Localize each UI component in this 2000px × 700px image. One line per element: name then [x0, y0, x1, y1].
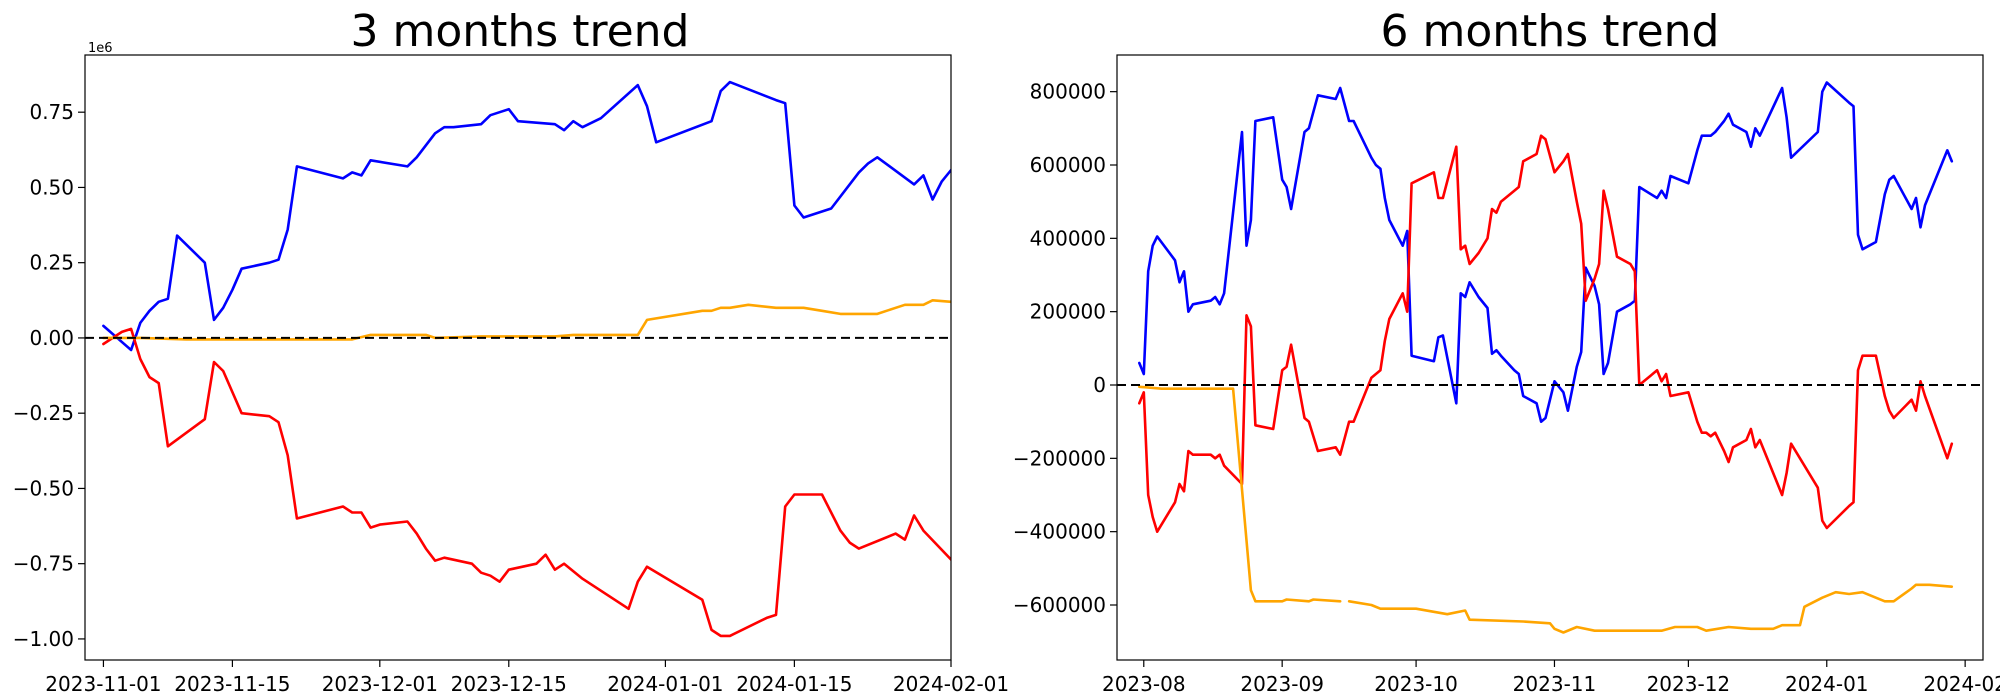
y-tick-label: 600000 [1030, 153, 1106, 177]
chart-3-months: 3 months trend 1e6 2023-11-01 2023-11-15 2… [13, 6, 1009, 696]
y-tick-label: 0.50 [29, 175, 74, 199]
axes-frame [84, 54, 952, 661]
x-tick-label: 2024-02 [1923, 672, 2000, 696]
y-tick-label: 400000 [1030, 226, 1106, 250]
series-line-1 [102, 80, 951, 352]
axis-ticks: 2023-11-01 2023-11-15 2023-12-01 2023-12-15… [13, 100, 1009, 696]
x-tick-label: 2024-01-01 [607, 672, 723, 696]
axes-frame [1116, 54, 1984, 661]
y-tick-label: 200000 [1030, 300, 1106, 324]
x-tick-label: 2023-11-15 [174, 672, 290, 696]
plot-area [1117, 81, 1983, 634]
y-offset-label: 1e6 [88, 41, 113, 56]
x-tick-label: 2024-02-01 [893, 672, 1009, 696]
y-tick-label: −1.00 [13, 627, 74, 651]
y-tick-label: 0.25 [29, 251, 74, 275]
y-tick-label: 0.75 [29, 100, 74, 124]
x-tick-label: 2023-08 [1102, 672, 1186, 696]
y-tick-label: −0.75 [13, 552, 74, 576]
series-line-3 [1138, 385, 1342, 603]
y-tick-label: 800000 [1030, 80, 1106, 104]
x-tick-label: 2023-12 [1647, 672, 1731, 696]
x-tick-label: 2023-12-01 [322, 672, 438, 696]
y-tick-label: −0.25 [13, 401, 74, 425]
chart-6-months: 6 months trend 2023-08 2023-09 2023-10 2023… [1013, 6, 2000, 696]
y-tick-label: −400000 [1013, 520, 1106, 544]
series-line-3 [102, 298, 951, 341]
series-line-1 [1138, 81, 1954, 424]
y-tick-label: 0 [1093, 373, 1106, 397]
x-tick-label: 2024-01-15 [736, 672, 852, 696]
chart-title: 3 months trend [351, 6, 690, 57]
y-tick-label: −600000 [1013, 593, 1106, 617]
y-tick-label: −200000 [1013, 446, 1106, 470]
x-tick-label: 2024-01 [1785, 672, 1869, 696]
x-tick-label: 2023-11 [1513, 672, 1597, 696]
x-tick-label: 2023-11-01 [45, 672, 161, 696]
x-tick-label: 2023-09 [1240, 672, 1324, 696]
series-line-2 [1138, 134, 1954, 534]
x-tick-label: 2023-12-15 [451, 672, 567, 696]
y-tick-label: 0.00 [29, 326, 74, 350]
x-tick-label: 2023-10 [1374, 672, 1458, 696]
y-tick-label: −0.50 [13, 476, 74, 500]
series-line-3 [1347, 583, 1954, 634]
axis-ticks: 2023-08 2023-09 2023-10 2023-11 2023-12 2024-… [1013, 80, 2000, 696]
chart-title: 6 months trend [1381, 6, 1720, 57]
series-line-2 [102, 327, 951, 638]
plot-area [85, 80, 951, 638]
